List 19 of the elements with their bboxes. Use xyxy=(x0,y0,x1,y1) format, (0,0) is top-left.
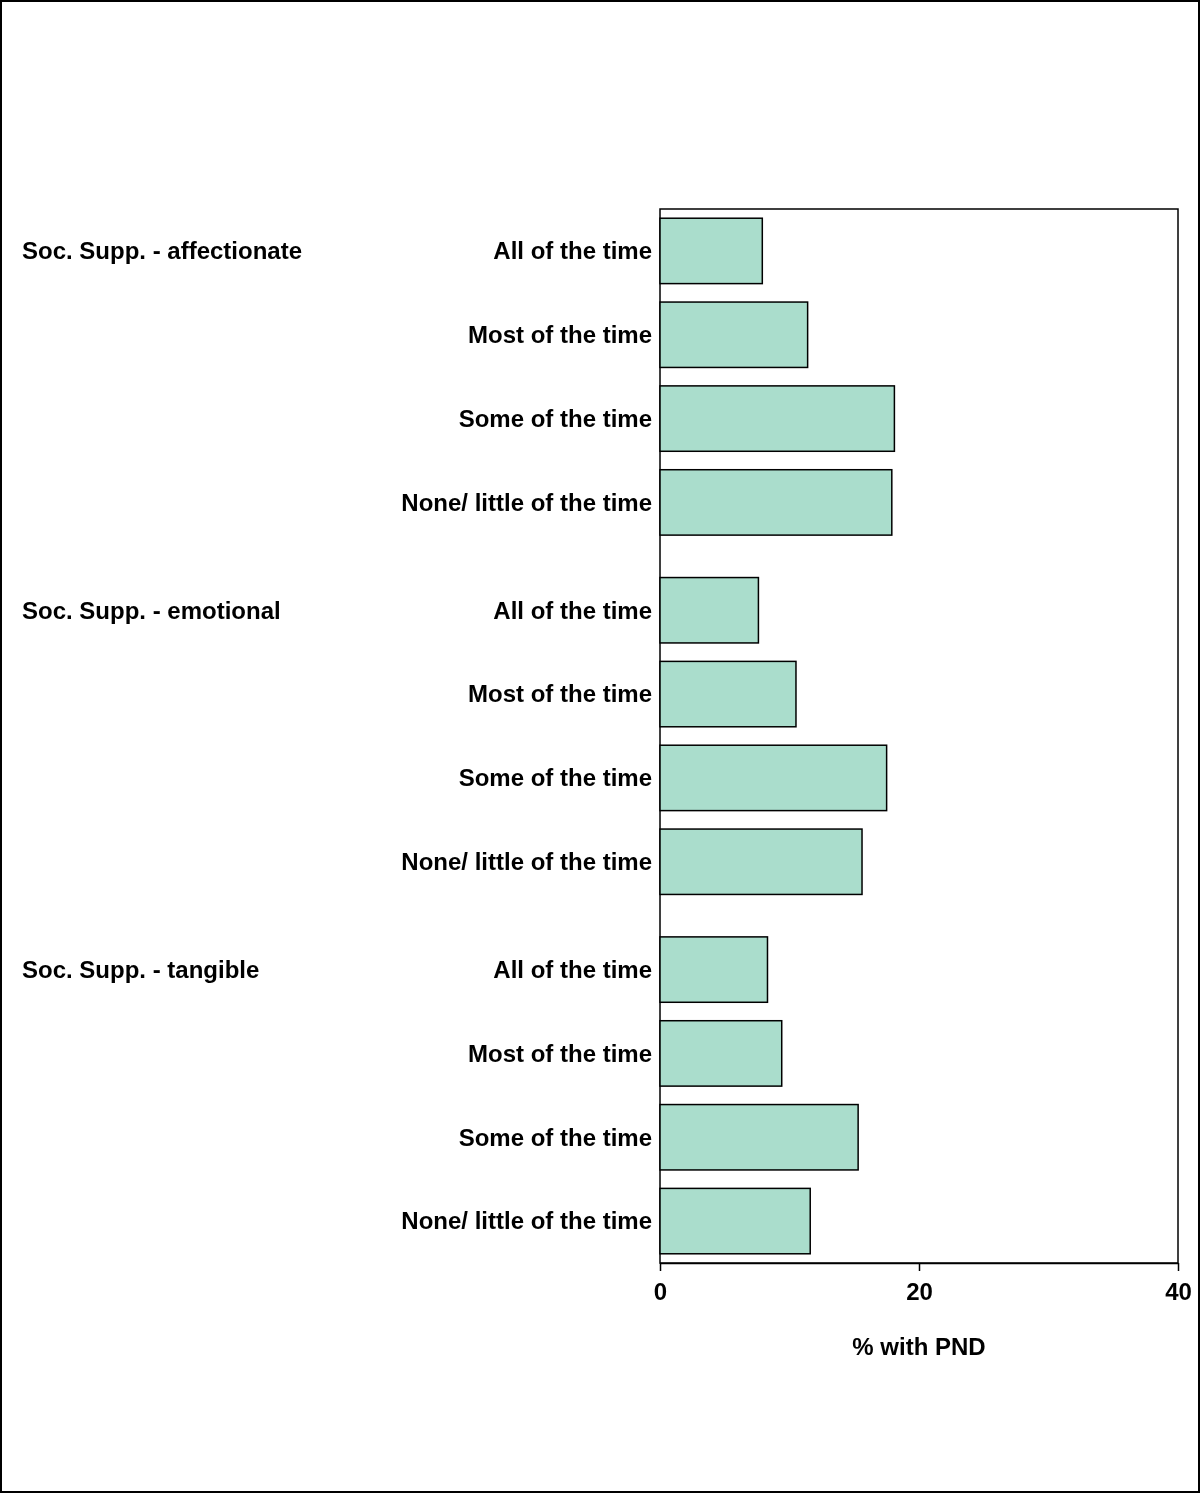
y-tick-label: None/ little of the time xyxy=(401,848,652,876)
text: Soc. Supp. - emotional xyxy=(22,596,281,624)
x-tick-label: 20 xyxy=(906,1278,933,1306)
x-axis-title: % with PND xyxy=(852,1333,986,1360)
y-tick-label: None/ little of the time xyxy=(401,488,652,516)
y-tick-label: Most of the time xyxy=(468,1039,652,1067)
x-tick-label: 0 xyxy=(653,1278,668,1306)
y-tick-label: All of the time xyxy=(493,237,652,265)
text: Soc. Supp. - affectionate xyxy=(22,237,303,265)
x-tick-label: 40 xyxy=(1165,1278,1192,1306)
y-tick-label: All of the time xyxy=(493,596,652,624)
y-tick-label: Most of the time xyxy=(468,321,652,349)
y-tick-label: Some of the time xyxy=(458,764,652,792)
y-tick-label: All of the time xyxy=(493,955,652,983)
y-tick-label: Most of the time xyxy=(468,680,652,708)
y-tick-label: Some of the time xyxy=(458,404,652,432)
y-tick-label: Some of the time xyxy=(458,1123,652,1151)
y-tick-label: None/ little of the time xyxy=(401,1207,652,1235)
text: Soc. Supp. - tangible xyxy=(22,955,260,983)
